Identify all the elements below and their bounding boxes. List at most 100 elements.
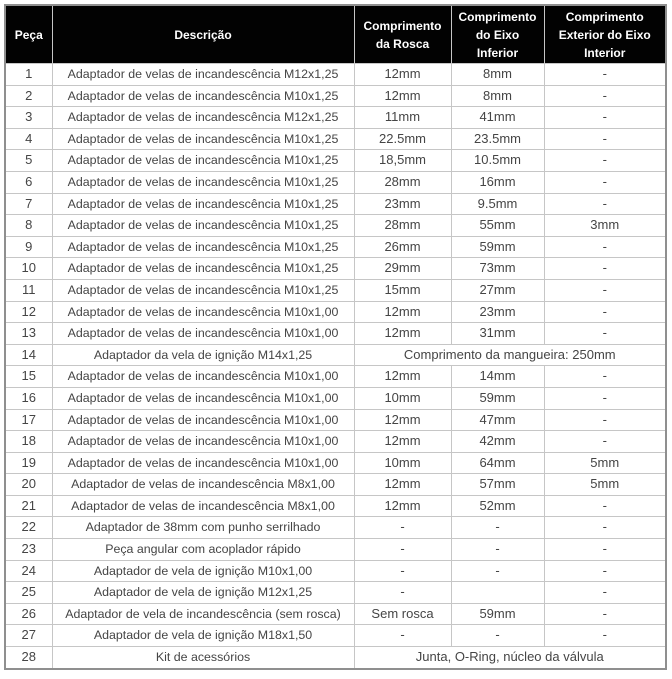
table-row: 26 Adaptador de vela de incandescência (s…	[4, 602, 667, 626]
part-number-cell: 16	[4, 386, 53, 410]
inner-shaft-exterior-length-cell: 5mm	[543, 451, 667, 475]
part-number-cell: 4	[4, 127, 53, 151]
description-cell: Adaptador de velas de incandescência M10…	[51, 127, 355, 151]
table-row: 2 Adaptador de velas de incandescência M1…	[4, 84, 667, 108]
inner-shaft-exterior-length-cell: -	[543, 365, 667, 388]
thread-length-cell: 29mm	[353, 257, 452, 280]
lower-shaft-length-cell: 42mm	[450, 430, 545, 453]
description-cell: Adaptador de velas de incandescência M12…	[51, 63, 355, 86]
table-header: Peça Descrição Comprimento da Rosca Comprim…	[4, 4, 667, 64]
description-cell: Adaptador de velas de incandescência M10…	[51, 408, 355, 432]
thread-length-cell: 12mm	[353, 494, 452, 518]
table-row: 18 Adaptador de velas de incandescência M…	[4, 430, 667, 453]
part-number-cell: 26	[4, 602, 53, 626]
lower-shaft-length-cell: -	[450, 559, 545, 583]
description-cell: Adaptador de velas de incandescência M8x…	[51, 473, 355, 496]
column-header-descricao: Descrição	[51, 4, 355, 64]
thread-length-cell: 12mm	[353, 84, 452, 108]
thread-length-cell: 28mm	[353, 214, 452, 237]
table-row: 24 Adaptador de vela de ignição M10x1,00-…	[4, 559, 667, 583]
merged-value-cell: Junta, O-Ring, núcleo da válvula	[353, 646, 667, 670]
lower-shaft-length-cell: -	[450, 516, 545, 540]
description-cell: Adaptador da vela de ignição M14x1,25	[51, 343, 355, 367]
part-number-cell: 7	[4, 192, 53, 216]
lower-shaft-length-cell: 10.5mm	[450, 149, 545, 172]
column-header-peca: Peça	[4, 4, 53, 64]
merged-value-cell: Comprimento da mangueira: 250mm	[353, 343, 667, 367]
description-cell: Adaptador de velas de incandescência M8x…	[51, 494, 355, 518]
lower-shaft-length-cell: 9.5mm	[450, 192, 545, 216]
description-cell: Adaptador de velas de incandescência M10…	[51, 84, 355, 108]
thread-length-cell: 12mm	[353, 63, 452, 86]
thread-length-cell: 12mm	[353, 408, 452, 432]
part-number-cell: 5	[4, 149, 53, 172]
lower-shaft-length-cell: 23mm	[450, 300, 545, 324]
inner-shaft-exterior-length-cell: -	[543, 624, 667, 648]
description-cell: Adaptador de velas de incandescência M10…	[51, 235, 355, 259]
lower-shaft-length-cell: 23.5mm	[450, 127, 545, 151]
thread-length-cell: 18,5mm	[353, 149, 452, 172]
description-cell: Adaptador de velas de incandescência M10…	[51, 257, 355, 280]
part-number-cell: 3	[4, 106, 53, 129]
description-cell: Adaptador de velas de incandescência M10…	[51, 300, 355, 324]
thread-length-cell: 22.5mm	[353, 127, 452, 151]
header-row: Peça Descrição Comprimento da Rosca Comprim…	[4, 4, 667, 64]
description-cell: Adaptador de velas de incandescência M12…	[51, 106, 355, 129]
inner-shaft-exterior-length-cell: -	[543, 235, 667, 259]
column-header-eixo-inferior: Comprimento do Eixo Inferior	[450, 4, 545, 64]
inner-shaft-exterior-length-cell: 3mm	[543, 214, 667, 237]
inner-shaft-exterior-length-cell: -	[543, 84, 667, 108]
description-cell: Adaptador de velas de incandescência M10…	[51, 322, 355, 345]
description-cell: Peça angular com acoplador rápido	[51, 538, 355, 561]
table-row: 6 Adaptador de velas de incandescência M1…	[4, 170, 667, 194]
lower-shaft-length-cell: 8mm	[450, 63, 545, 86]
thread-length-cell: 23mm	[353, 192, 452, 216]
lower-shaft-length-cell: 59mm	[450, 602, 545, 626]
table-row: 11 Adaptador de velas de incandescência M…	[4, 278, 667, 302]
inner-shaft-exterior-length-cell: 5mm	[543, 473, 667, 496]
part-number-cell: 22	[4, 516, 53, 540]
description-cell: Adaptador de velas de incandescência M10…	[51, 365, 355, 388]
table-row: 23 Peça angular com acoplador rápido - - -	[4, 538, 667, 561]
inner-shaft-exterior-length-cell: -	[543, 63, 667, 86]
inner-shaft-exterior-length-cell: -	[543, 408, 667, 432]
thread-length-cell: -	[353, 581, 452, 604]
lower-shaft-length-cell: 59mm	[450, 235, 545, 259]
part-number-cell: 14	[4, 343, 53, 367]
thread-length-cell: 12mm	[353, 430, 452, 453]
part-number-cell: 8	[4, 214, 53, 237]
part-number-cell: 18	[4, 430, 53, 453]
table-row: 13 Adaptador de velas de incandescência M…	[4, 322, 667, 345]
part-number-cell: 15	[4, 365, 53, 388]
table-row: 25 Adaptador de vela de ignição M12x1,25-…	[4, 581, 667, 604]
table-row: 22 Adaptador de 38mm com punho serrilhado…	[4, 516, 667, 540]
lower-shaft-length-cell: 16mm	[450, 170, 545, 194]
thread-length-cell: 12mm	[353, 322, 452, 345]
table-row: 14 Adaptador da vela de ignição M14x1,25 C…	[4, 343, 667, 367]
inner-shaft-exterior-length-cell: -	[543, 602, 667, 626]
part-number-cell: 11	[4, 278, 53, 302]
part-number-cell: 12	[4, 300, 53, 324]
part-number-cell: 1	[4, 63, 53, 86]
table-row: 5 Adaptador de velas de incandescência M1…	[4, 149, 667, 172]
part-number-cell: 25	[4, 581, 53, 604]
table-row: 8 Adaptador de velas de incandescência M1…	[4, 214, 667, 237]
inner-shaft-exterior-length-cell: -	[543, 559, 667, 583]
description-cell: Adaptador de 38mm com punho serrilhado	[51, 516, 355, 540]
thread-length-cell: 10mm	[353, 386, 452, 410]
inner-shaft-exterior-length-cell: -	[543, 127, 667, 151]
part-number-cell: 2	[4, 84, 53, 108]
table-row: 10 Adaptador de velas de incandescência M…	[4, 257, 667, 280]
lower-shaft-length-cell: 8mm	[450, 84, 545, 108]
description-cell: Adaptador de velas de incandescência M10…	[51, 278, 355, 302]
description-cell: Adaptador de vela de ignição M12x1,25	[51, 581, 355, 604]
lower-shaft-length-cell: 14mm	[450, 365, 545, 388]
description-cell: Adaptador de velas de incandescência M10…	[51, 214, 355, 237]
thread-length-cell: 28mm	[353, 170, 452, 194]
lower-shaft-length-cell: 57mm	[450, 473, 545, 496]
parts-spec-table: Peça Descrição Comprimento da Rosca Comprim…	[4, 4, 667, 670]
table-row: 19 Adaptador de velas de incandescência M…	[4, 451, 667, 475]
lower-shaft-length-cell: 73mm	[450, 257, 545, 280]
table-row: 21 Adaptador de velas de incandescência M…	[4, 494, 667, 518]
lower-shaft-length-cell: 47mm	[450, 408, 545, 432]
